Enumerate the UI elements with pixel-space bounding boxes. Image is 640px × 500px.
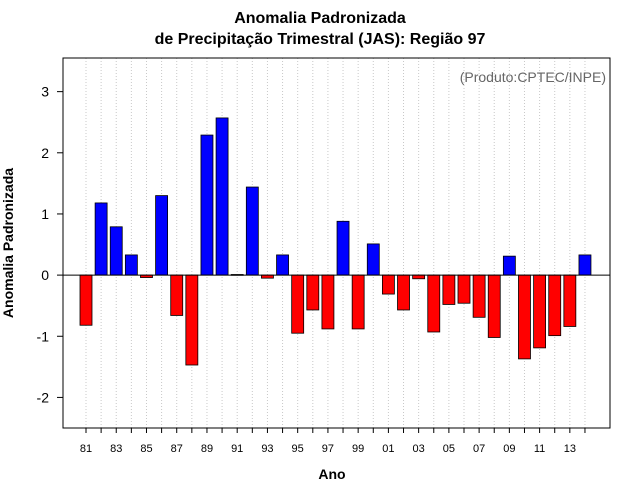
bar-09 — [502, 255, 516, 276]
bar-81 — [79, 274, 93, 326]
x-tick-label: 99 — [352, 443, 364, 455]
bar-98 — [336, 220, 350, 276]
bar-07 — [472, 274, 486, 318]
bars — [79, 117, 592, 366]
bar-05 — [442, 274, 456, 305]
bar-00 — [366, 243, 380, 276]
bar-82 — [94, 202, 108, 276]
bar-87 — [170, 274, 184, 316]
bar-04 — [427, 274, 441, 333]
x-tick-label: 83 — [110, 443, 122, 455]
x-tick-label: 93 — [261, 443, 273, 455]
y-tick-label: -1 — [37, 328, 50, 344]
bar-90 — [215, 117, 229, 276]
bar-86 — [155, 195, 169, 276]
bar-83 — [109, 226, 123, 276]
x-tick-label: 85 — [140, 443, 152, 455]
bar-08 — [487, 274, 501, 338]
x-axis-label: Ano — [318, 466, 346, 482]
bar-94 — [276, 254, 289, 276]
x-tick-label: 07 — [473, 443, 485, 455]
bar-88 — [185, 274, 199, 366]
bar-11 — [533, 274, 546, 349]
x-tick-label: 81 — [80, 443, 92, 455]
x-tick-label: 03 — [413, 443, 425, 455]
x-tick-label: 11 — [534, 443, 545, 455]
bar-06 — [457, 274, 471, 304]
y-tick-label: 2 — [41, 145, 49, 161]
bar-89 — [200, 134, 214, 276]
bar-03 — [412, 274, 426, 280]
x-axis: 81 83 85 87 89 91 93 95 97 99 01 03 05 07 09 11 13 — [80, 428, 586, 455]
y-tick-label: -2 — [37, 389, 50, 405]
y-tick-label: 0 — [41, 267, 49, 283]
bar-02 — [397, 274, 410, 311]
bar-96 — [306, 274, 320, 311]
x-tick-label: 87 — [171, 443, 183, 455]
x-tick-label: 09 — [503, 443, 515, 455]
bar-13 — [563, 274, 577, 327]
bar-95 — [291, 274, 305, 334]
chart-title: Anomalia Padronizada — [234, 10, 406, 27]
y-tick-label: 1 — [41, 206, 49, 222]
bar-97 — [321, 274, 335, 330]
x-tick-label: 13 — [564, 443, 576, 455]
x-tick-label: 91 — [231, 443, 243, 455]
chart-subtitle: de Precipitação Trimestral (JAS): Região… — [154, 31, 486, 48]
x-tick-label: 97 — [322, 443, 334, 455]
x-tick-label: 89 — [201, 443, 213, 455]
bar-10 — [518, 274, 531, 360]
bar-14 — [578, 254, 592, 276]
y-axis: -2 -1 0 1 2 3 — [37, 84, 63, 405]
plot-frame — [62, 57, 611, 429]
bar-99 — [351, 274, 365, 330]
bar-92 — [245, 186, 259, 276]
y-axis-label: Anomalia Padronizada — [0, 167, 16, 319]
source-annotation: (Produto:CPTEC/INPE) — [460, 69, 606, 85]
x-tick-label: 01 — [382, 443, 394, 455]
bar-12 — [548, 274, 562, 337]
bar-01 — [381, 274, 395, 295]
bar-84 — [124, 254, 138, 276]
x-tick-label: 05 — [443, 443, 455, 455]
y-tick-label: 3 — [41, 84, 49, 100]
x-tick-label: 95 — [292, 443, 304, 455]
